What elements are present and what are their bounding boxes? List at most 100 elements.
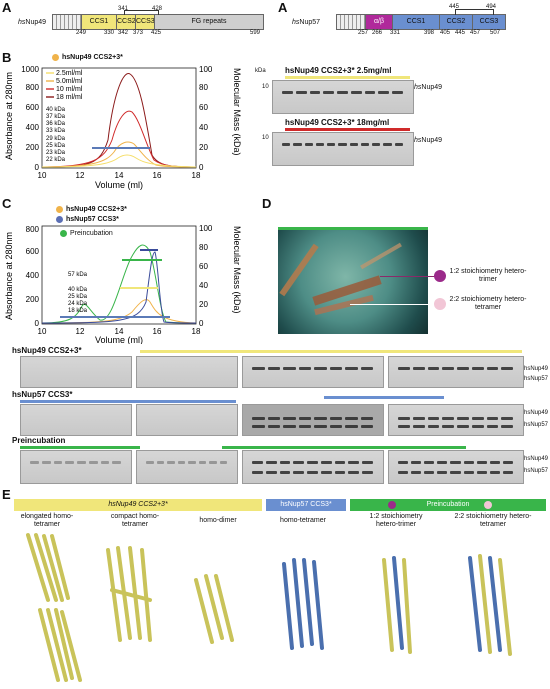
nup49-num-599: 599	[250, 30, 261, 36]
trimer-dot-icon	[388, 501, 396, 509]
chart-c-y2label: Molecular Mass (kDa)	[232, 226, 242, 314]
chart-b-xtick: 14	[115, 171, 124, 180]
nup57-num-398: 398	[424, 30, 435, 36]
chart-b-conc-legend: 2.5ml/ml 5.0ml/ml 10 ml/ml 18 ml/ml	[46, 70, 83, 101]
gel-row3-b	[136, 450, 238, 484]
gel-band	[167, 461, 175, 464]
row3-label-57: hsNup57	[524, 468, 549, 474]
gel-band	[198, 461, 206, 464]
structure-homo-dimer	[194, 574, 234, 644]
panel-c-legend-2: hsNup57 CCS3*	[56, 216, 119, 223]
chart-c-xlabel: Volume (ml)	[95, 335, 143, 344]
gel-band	[471, 417, 484, 420]
gel-band	[188, 461, 196, 464]
gel-band	[437, 471, 448, 474]
gel-band	[398, 425, 410, 428]
chart-b-y2tick: 20	[199, 143, 208, 152]
gel-band	[463, 461, 474, 464]
chart-c-y2tick: 60	[199, 262, 208, 271]
gel-row1-c	[242, 356, 384, 388]
gel-band	[360, 417, 373, 420]
nup57-num-445-top: 445	[449, 4, 460, 10]
green-dot-icon	[60, 230, 67, 237]
gel-band	[476, 471, 487, 474]
gel-band	[304, 143, 313, 146]
nup49-num-373: 373	[133, 30, 144, 36]
structure-compact-tetramer	[106, 546, 152, 642]
trace-preincubation	[41, 244, 197, 324]
gel-band	[442, 417, 454, 420]
panel-c-legend-3: Preincubation	[60, 230, 113, 237]
gel-band	[502, 471, 513, 474]
nup57-segment-ccs1: CCS1	[392, 15, 439, 29]
gel-band	[501, 367, 513, 370]
gel-band	[320, 461, 332, 464]
gel-band	[398, 461, 409, 464]
gel-b1-colorbar	[285, 76, 410, 79]
gel-row3-colorbar-b	[222, 446, 466, 449]
trace-nup49	[41, 299, 197, 324]
gel-band	[471, 367, 484, 370]
gel-band	[501, 417, 513, 420]
gel-band	[283, 417, 296, 420]
gel-band	[427, 425, 440, 428]
nup49-segment-ccs3: CCS3	[135, 15, 154, 29]
gel-row2-colorbar-a	[20, 400, 236, 403]
nup49-num-342: 342	[118, 30, 129, 36]
gel-band	[329, 417, 342, 420]
tetramer-dot-icon	[434, 298, 446, 310]
gel-band	[411, 471, 422, 474]
gel-band	[437, 461, 448, 464]
nup49-bracket	[124, 10, 159, 15]
gel-band	[398, 367, 410, 370]
nup57-domain-name: hsNup57	[292, 19, 320, 26]
panel-c-letter: C	[2, 196, 12, 211]
gel-band	[463, 471, 474, 474]
nup57-num-457: 457	[470, 30, 481, 36]
gel-band	[252, 471, 263, 474]
mw-marker: 40 kDa	[46, 107, 66, 113]
gel-band	[412, 417, 425, 420]
panel-e-header-nup49: hsNup49 CCS2+3*	[14, 499, 262, 511]
gel-band	[360, 143, 370, 146]
structure-caption-1: elongated homo-tetramer	[20, 513, 74, 528]
gel-band	[412, 367, 425, 370]
gel-row3-title: Preincubation	[12, 436, 66, 445]
gel-band	[502, 461, 513, 464]
gel-band	[427, 367, 440, 370]
row3-label-49: hsNup49	[524, 456, 549, 462]
nup49-num-428: 428	[152, 6, 163, 12]
chart-b-y2tick: 60	[199, 103, 208, 112]
gel-band	[329, 367, 342, 370]
marker-10-b1: 10	[262, 84, 269, 90]
structure-caption-6: 2:2 stoichiometry hetero-tetramer	[454, 513, 532, 528]
gel-row3-c	[242, 450, 384, 484]
structure-caption-4: homo-tetramer	[280, 517, 326, 524]
yellow-dot-icon	[56, 206, 63, 213]
gel-band	[457, 425, 469, 428]
structure-homo-tetramer	[282, 558, 324, 650]
chart-b-y2tick: 80	[199, 83, 208, 92]
structures-svg	[26, 533, 512, 682]
chart-c-xtick: 10	[38, 327, 47, 336]
gel-b2	[272, 132, 414, 166]
gel-band	[337, 91, 348, 94]
gel-band	[327, 143, 336, 146]
chart-b-ytick: 200	[26, 143, 40, 152]
gel-band	[345, 367, 358, 370]
nup57-num-266: 266	[372, 30, 383, 36]
gel-band	[450, 471, 461, 474]
gel-band	[293, 461, 305, 464]
nup57-name: Nup57	[299, 19, 321, 26]
gel-band	[267, 417, 280, 420]
gel-band	[334, 471, 346, 474]
gel-band	[65, 461, 74, 464]
panel-b-legend-title: hsNup49 CCS2+3*	[62, 54, 123, 61]
chart-c-xtick: 12	[76, 327, 85, 336]
gel-band	[457, 367, 469, 370]
gel-band	[252, 417, 265, 420]
nup49-segment-ccs2: CCS2	[116, 15, 135, 29]
nup57-domain-bar: α/β CCS1 CCS2 CCS3	[336, 14, 506, 30]
chart-b-xtick: 12	[76, 171, 85, 180]
row1-label-49: hsNup49	[524, 366, 549, 372]
